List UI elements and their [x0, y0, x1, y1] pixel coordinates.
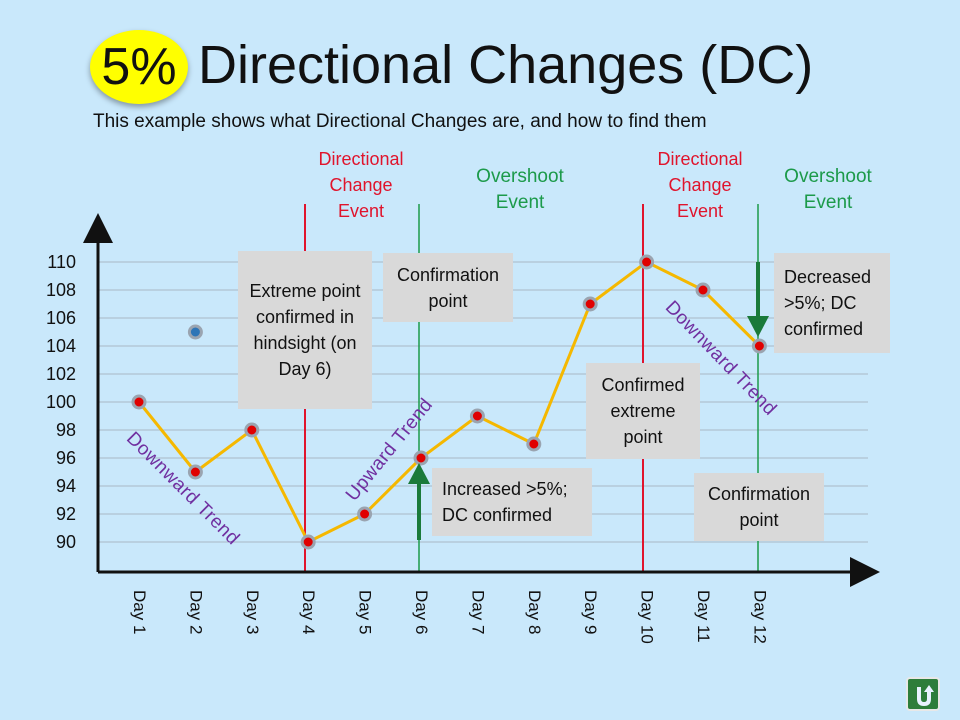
data-point-day-1	[131, 394, 147, 410]
y-tick-label-92: 92	[55, 504, 76, 524]
callout-confirmation-1: Confirmation point	[383, 253, 513, 322]
y-tick-label-104: 104	[45, 336, 76, 356]
x-tick-label-12: Day 12	[750, 590, 770, 644]
up-arrow-head	[408, 463, 430, 484]
percent-badge: 5%	[90, 30, 188, 104]
badge-text: 5%	[101, 38, 177, 96]
x-tick-label-3: Day 3	[242, 590, 262, 635]
u-turn-arrow-icon	[917, 685, 934, 707]
x-tick-label-7: Day 7	[468, 590, 488, 635]
x-tick-label-11: Day 11	[694, 590, 713, 643]
data-point-day-9	[582, 296, 598, 312]
data-point-day-4	[300, 534, 316, 550]
y-tick-label-96: 96	[55, 448, 76, 468]
dc-event-label-2: Directional Change Event	[657, 149, 743, 221]
y-tick-label-100: 100	[45, 392, 76, 412]
data-point-day-2	[187, 464, 203, 480]
return-button[interactable]	[906, 677, 940, 711]
x-tick-label-4: Day 4	[299, 590, 319, 635]
data-point-day-11	[695, 282, 711, 298]
y-tick-label-98: 98	[55, 420, 76, 440]
price-series	[131, 254, 767, 550]
data-point-day-12	[751, 338, 767, 354]
page-subtitle: This example shows what Directional Chan…	[93, 111, 707, 132]
x-tick-label-6: Day 6	[412, 590, 431, 635]
y-tick-label-102: 102	[45, 364, 76, 384]
x-tick-label-8: Day 8	[524, 590, 544, 635]
outlier-point	[187, 324, 203, 340]
callout-extreme-hindsight: Extreme point confirmed in hindsight (on…	[238, 251, 372, 409]
callout-decreased: Decreased >5%; DC confirmed	[774, 253, 890, 353]
x-tick-label-5: Day 5	[355, 590, 375, 635]
data-point-day-10	[639, 254, 655, 270]
y-tick-label-94: 94	[55, 476, 76, 496]
x-tick-label-2: Day 2	[186, 590, 206, 635]
x-tick-label-9: Day 9	[581, 590, 601, 635]
data-point-day-5	[357, 506, 373, 522]
y-tick-label-90: 90	[55, 532, 76, 552]
move-arrows	[408, 262, 769, 540]
y-tick-label-106: 106	[45, 308, 76, 328]
axes	[83, 213, 880, 587]
dc-event-label-1: Directional Change Event	[318, 149, 404, 221]
overshoot-event-label-1: Overshoot Event	[476, 166, 564, 213]
callout-confirmed-extreme: Confirmed extreme point	[586, 363, 700, 459]
callout-increased: Increased >5%; DC confirmed	[432, 468, 592, 536]
data-point-day-7	[469, 408, 485, 424]
x-tick-label-1: Day 1	[130, 590, 149, 635]
page-title: Directional Changes (DC)	[198, 35, 814, 95]
price-line	[137, 260, 761, 545]
x-tick-label-10: Day 10	[637, 590, 657, 644]
y-tick-label-110: 110	[47, 252, 76, 272]
data-point-day-6	[413, 450, 429, 466]
down-arrow-head	[747, 316, 769, 337]
callout-confirmation-2: Confirmation point	[694, 473, 824, 541]
overshoot-event-label-2: Overshoot Event	[784, 166, 872, 213]
data-point-day-3	[244, 422, 260, 438]
y-tick-label-108: 108	[45, 280, 76, 300]
data-point-day-8	[526, 436, 542, 452]
